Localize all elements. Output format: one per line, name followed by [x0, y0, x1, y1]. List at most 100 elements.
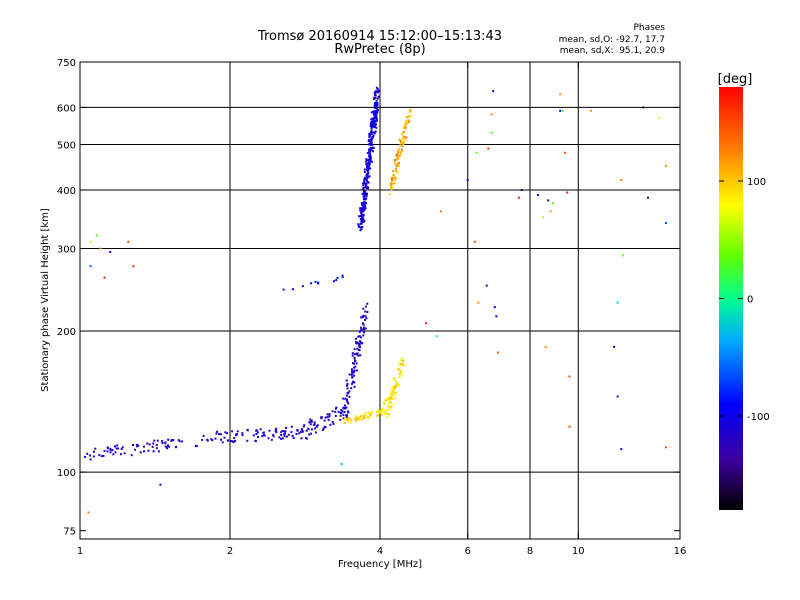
data-point [517, 196, 520, 199]
data-point [379, 410, 382, 413]
data-point [345, 394, 348, 397]
data-point [89, 265, 92, 268]
data-point [375, 110, 378, 112]
data-point [392, 377, 395, 379]
data-point [300, 437, 303, 440]
data-point [194, 445, 197, 448]
grid-lines [80, 62, 680, 539]
data-point [87, 511, 90, 514]
data-point [334, 410, 337, 413]
data-point [386, 408, 389, 411]
data-point [143, 445, 145, 448]
data-point [312, 423, 315, 426]
data-point [347, 411, 350, 414]
data-point [376, 110, 379, 113]
data-point [403, 130, 406, 133]
data-point [401, 132, 403, 135]
data-point [92, 455, 95, 458]
data-point [389, 391, 392, 394]
data-point [364, 193, 367, 196]
data-point [362, 198, 365, 201]
data-point [146, 442, 149, 445]
data-point [168, 445, 171, 448]
data-point [340, 409, 343, 411]
data-point [102, 454, 105, 457]
data-point [397, 155, 400, 158]
data-point [373, 117, 375, 120]
data-point [396, 150, 399, 153]
data-point [106, 450, 109, 453]
data-point [355, 342, 358, 345]
data-point [396, 158, 399, 161]
data-point [370, 122, 373, 125]
data-point [393, 378, 396, 381]
data-point [616, 395, 619, 398]
data-point [323, 419, 326, 422]
data-point [166, 447, 169, 450]
data-point [353, 353, 356, 356]
data-point [377, 95, 380, 98]
data-point [331, 410, 334, 413]
data-point [394, 167, 397, 170]
data-point [159, 483, 162, 486]
data-point [255, 433, 258, 435]
data-point [351, 380, 354, 383]
data-point [351, 382, 353, 385]
data-point [368, 154, 370, 157]
data-point [378, 409, 381, 412]
data-point [342, 397, 345, 400]
data-point [568, 375, 571, 378]
data-point [305, 429, 308, 432]
data-point [272, 434, 275, 436]
data-point [363, 328, 365, 331]
data-point [310, 282, 313, 285]
data-point [366, 151, 369, 154]
data-point [520, 189, 523, 191]
data-point [368, 165, 371, 167]
data-point [301, 285, 304, 288]
data-point [369, 147, 372, 149]
data-point [364, 412, 367, 415]
data-point [369, 160, 371, 163]
data-point [399, 371, 402, 373]
data-point [398, 373, 401, 375]
data-point [365, 179, 368, 182]
y-tick-label: 400 [57, 186, 76, 197]
data-point [371, 117, 374, 120]
data-point [175, 445, 178, 448]
data-point [401, 145, 404, 148]
data-point [134, 448, 137, 451]
data-point [365, 158, 368, 161]
data-point [425, 322, 428, 325]
data-point [362, 182, 365, 185]
data-point [399, 151, 402, 154]
data-point [559, 93, 562, 96]
data-point [386, 396, 389, 399]
data-point [220, 433, 223, 436]
data-point [157, 450, 160, 453]
data-point [98, 454, 101, 457]
data-point [369, 413, 372, 415]
data-point [305, 437, 308, 440]
data-point [152, 442, 155, 445]
data-point [368, 161, 371, 164]
data-point [136, 445, 139, 448]
colorbar-tick-label: -100 [747, 412, 770, 423]
data-point [308, 421, 311, 424]
data-point [366, 170, 369, 173]
data-point [360, 336, 362, 339]
data-point [364, 182, 367, 185]
data-point [256, 431, 259, 434]
data-point [351, 376, 354, 379]
data-point [120, 447, 123, 450]
data-point [283, 430, 286, 433]
data-point [363, 180, 366, 183]
data-point [407, 119, 410, 122]
data-point [296, 429, 299, 431]
data-point [371, 135, 374, 138]
data-point [364, 206, 367, 208]
data-point [396, 156, 399, 159]
data-point [310, 432, 312, 435]
data-point [359, 229, 362, 232]
data-point [376, 97, 379, 100]
